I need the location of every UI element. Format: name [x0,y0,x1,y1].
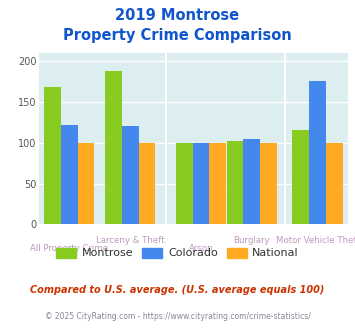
Text: Arson: Arson [189,244,213,253]
Bar [326,143,343,224]
Legend: Montrose, Colorado, National: Montrose, Colorado, National [52,243,303,263]
Bar [293,130,309,224]
Bar [138,143,155,224]
Bar [122,126,138,224]
Bar [243,139,260,224]
Bar [209,143,226,224]
Bar [78,143,94,224]
Bar [105,71,122,224]
Text: Motor Vehicle Theft: Motor Vehicle Theft [275,236,355,245]
Bar [226,141,243,224]
Bar [61,125,78,224]
Text: All Property Crime: All Property Crime [31,244,109,253]
Text: Larceny & Theft: Larceny & Theft [96,236,164,245]
Text: Property Crime Comparison: Property Crime Comparison [63,28,292,43]
Bar [309,82,326,224]
Text: 2019 Montrose: 2019 Montrose [115,8,240,23]
Bar [176,143,193,224]
Bar [44,87,61,224]
Text: © 2025 CityRating.com - https://www.cityrating.com/crime-statistics/: © 2025 CityRating.com - https://www.city… [45,312,310,321]
Bar [260,143,277,224]
Bar [193,143,209,224]
Text: Burglary: Burglary [233,236,270,245]
Text: Compared to U.S. average. (U.S. average equals 100): Compared to U.S. average. (U.S. average … [30,285,325,295]
